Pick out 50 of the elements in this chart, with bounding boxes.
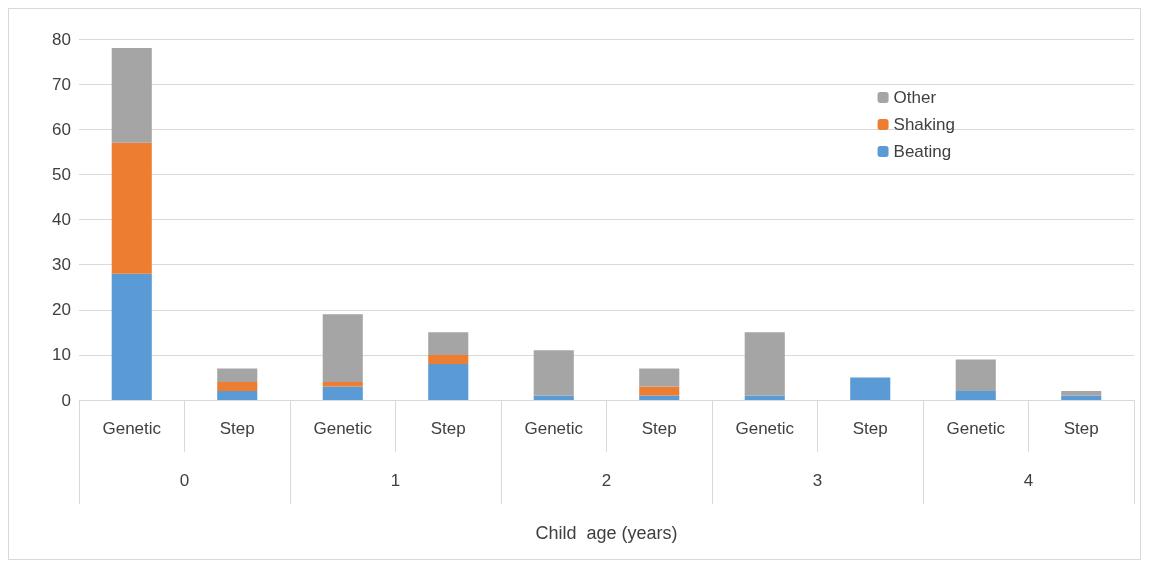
bar: [955, 359, 996, 391]
y-tick-label: 60: [52, 119, 71, 139]
y-tick-label: 80: [52, 29, 71, 49]
x-tick-label: Genetic: [735, 419, 795, 438]
bar: [322, 314, 363, 382]
x-tick-label: Genetic: [102, 419, 162, 438]
bar: [428, 363, 469, 400]
bar: [1061, 395, 1102, 400]
bar: [533, 350, 574, 396]
bar: [744, 395, 785, 400]
bar: [428, 332, 469, 355]
bar: [428, 354, 469, 364]
y-tick-label: 30: [52, 255, 71, 275]
y-tick-label: 20: [52, 300, 71, 320]
bar: [111, 48, 152, 143]
legend-label: Shaking: [893, 115, 955, 134]
x-tick-label: Step: [1063, 419, 1099, 438]
bar: [744, 332, 785, 396]
y-tick-label: 0: [61, 390, 71, 410]
bar: [217, 381, 258, 391]
text: 4: [1023, 471, 1034, 490]
y-tick-label: 10: [52, 345, 71, 365]
x-tick-label: Genetic: [524, 419, 584, 438]
bar: [217, 368, 258, 382]
legend-label: Beating: [893, 142, 952, 161]
x-tick-label: Step: [852, 419, 888, 438]
legend-label: Other: [893, 88, 937, 107]
bar: [639, 395, 680, 400]
bar: [533, 395, 574, 400]
y-tick-label: 50: [52, 164, 71, 184]
bar: [111, 142, 152, 274]
x-tick-label: Step: [641, 419, 677, 438]
bar: [850, 377, 891, 400]
bar: [111, 273, 152, 400]
text: 0: [179, 471, 190, 490]
bar: [639, 386, 680, 396]
x-tick-label: Genetic: [946, 419, 1006, 438]
x-tick-label: Genetic: [313, 419, 373, 438]
x-tick-label: Step: [219, 419, 255, 438]
bar: [639, 368, 680, 387]
bar: [217, 390, 258, 400]
text: 1: [390, 471, 401, 490]
text: 3: [812, 471, 823, 490]
bar: [955, 390, 996, 400]
x-axis-title: Child age (years): [535, 523, 678, 543]
y-tick-label: 70: [52, 74, 71, 94]
text: 2: [601, 471, 612, 490]
x-tick-label: Step: [430, 419, 466, 438]
y-tick-label: 40: [52, 210, 71, 229]
bar: [322, 386, 363, 400]
